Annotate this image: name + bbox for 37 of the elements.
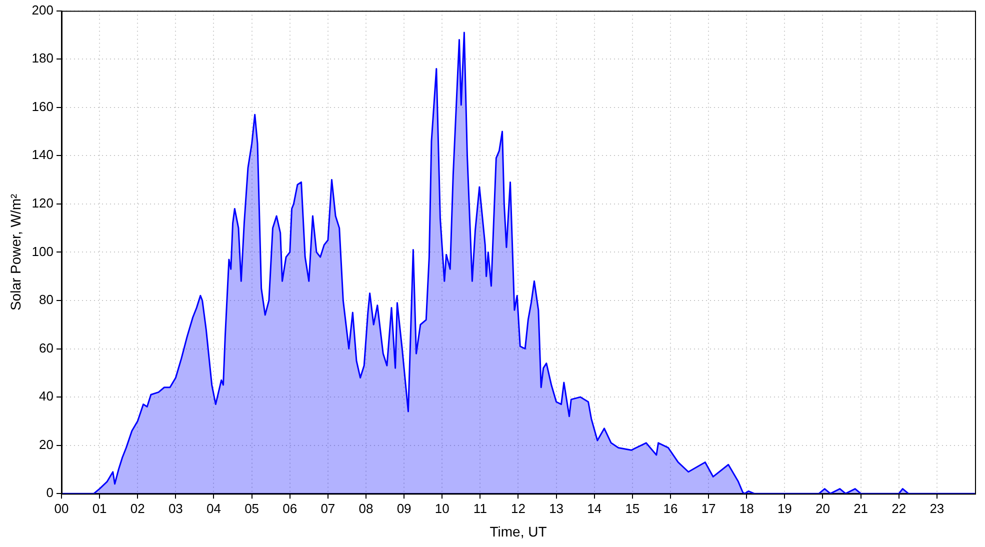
y-tick-label: 80 [39,292,54,308]
y-tick-label: 200 [32,2,54,18]
x-tick-label: 23 [930,500,944,516]
x-tick-label: 18 [739,500,754,516]
x-tick-label: 05 [244,500,260,516]
y-tick-label: 140 [32,147,54,162]
x-tick-label: 21 [854,500,868,516]
x-tick-label: 20 [816,500,830,516]
x-tick-label: 00 [54,500,69,516]
x-tick-label: 11 [473,500,487,516]
x-tick-label: 19 [777,500,792,516]
x-tick-label: 04 [206,500,221,516]
x-tick-label: 03 [168,500,183,516]
x-tick-label: 06 [282,500,298,516]
x-tick-label: 22 [892,500,906,516]
x-tick-label: 10 [434,500,450,516]
x-tick-label: 12 [511,500,526,516]
y-tick-label: 180 [32,50,54,66]
x-tick-label: 17 [701,500,716,516]
y-tick-label: 100 [32,244,54,259]
x-tick-label: 14 [587,500,602,516]
y-tick-label: 20 [39,436,54,452]
x-tick-label: 07 [320,500,336,516]
x-tick-label: 15 [625,500,640,516]
x-tick-label: 13 [549,500,564,516]
y-axis-title: Solar Power, W/m² [7,194,24,311]
y-tick-label: 160 [32,98,54,114]
y-tick-label: 120 [32,196,54,210]
x-tick-label: 08 [358,500,374,516]
x-tick-label: 02 [130,500,145,516]
x-tick-label: 01 [92,500,107,516]
y-tick-label: 0 [46,485,54,500]
y-tick-label: 40 [39,388,54,404]
x-tick-label: 16 [663,500,678,516]
x-axis-title: Time, UT [490,523,548,540]
x-tick-label: 09 [396,500,412,516]
y-tick-label: 60 [39,340,54,356]
